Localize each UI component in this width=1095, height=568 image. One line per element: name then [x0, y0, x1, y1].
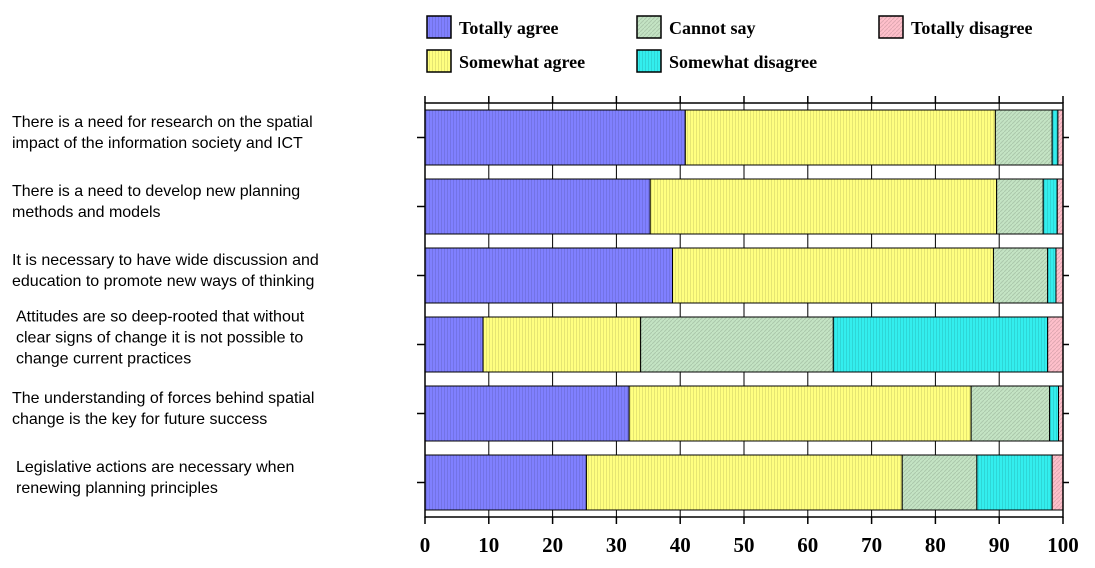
category-label-2: There is a need to develop new planning m… [12, 183, 300, 221]
category-label-3: It is necessary to have wide discussion … [12, 252, 319, 290]
legend-label-4: Somewhat disagree [669, 52, 817, 72]
category-label-5-line-1: The understanding of forces behind spati… [12, 390, 314, 407]
bar-texture-3-row-1 [995, 110, 1052, 165]
bar-texture-3-row-6 [902, 455, 977, 510]
bar-texture-4-row-5 [1050, 386, 1059, 441]
bar-texture-1-row-3 [425, 248, 673, 303]
x-tick-label-80: 80 [925, 533, 946, 557]
category-label-6-line-1: Legislative actions are necessary when [16, 459, 294, 476]
x-tick-label-50: 50 [734, 533, 755, 557]
category-label-3-line-2: education to promote new ways of thinkin… [12, 273, 314, 290]
bar-texture-4-row-1 [1052, 110, 1058, 165]
category-label-4: Attitudes are so deep-rooted that withou… [16, 309, 305, 368]
category-label-2-line-1: There is a need to develop new planning [12, 183, 300, 200]
x-tick-label-0: 0 [420, 533, 431, 557]
x-tick-label-10: 10 [478, 533, 499, 557]
bar-texture-2-row-1 [685, 110, 995, 165]
legend: Totally agree Somewhat agree Cannot say Som… [427, 16, 1033, 72]
x-tick-label-70: 70 [861, 533, 882, 557]
bar-texture-3-row-2 [997, 179, 1044, 234]
x-tick-label-20: 20 [542, 533, 563, 557]
bar-texture-1-row-5 [425, 386, 629, 441]
category-label-6: Legislative actions are necessary when re… [16, 459, 294, 497]
bar-texture-5-row-6 [1052, 455, 1063, 510]
bar-texture-5-row-1 [1058, 110, 1063, 165]
category-label-5-line-2: change is the key for future success [12, 411, 267, 428]
x-tick-label-40: 40 [670, 533, 691, 557]
bar-texture-5-row-2 [1057, 179, 1063, 234]
legend-label-2: Somewhat agree [459, 52, 585, 72]
bar-texture-2-row-4 [483, 317, 641, 372]
category-label-4-line-2: clear signs of change it is not possible… [16, 330, 303, 347]
x-axis-tick-labels: 0 10 20 30 40 50 60 70 80 90 100 [420, 533, 1079, 557]
category-label-2-line-2: methods and models [12, 204, 161, 221]
legend-swatch-texture-2 [427, 50, 451, 72]
x-tick-label-30: 30 [606, 533, 627, 557]
category-label-5: The understanding of forces behind spati… [12, 390, 314, 428]
bar-texture-1-row-4 [425, 317, 483, 372]
bar-texture-2-row-2 [650, 179, 996, 234]
category-labels: There is a need for research on the spat… [12, 114, 319, 497]
bar-texture-5-row-3 [1056, 248, 1063, 303]
bar-texture-4-row-6 [977, 455, 1052, 510]
bar-texture-4-row-4 [833, 317, 1047, 372]
bar-texture-2-row-6 [586, 455, 902, 510]
x-tick-label-90: 90 [989, 533, 1010, 557]
category-label-3-line-1: It is necessary to have wide discussion … [12, 252, 319, 269]
bar-texture-1-row-2 [425, 179, 650, 234]
legend-label-1: Totally agree [459, 18, 559, 38]
x-tick-label-60: 60 [797, 533, 818, 557]
bar-texture-4-row-3 [1048, 248, 1056, 303]
bar-texture-1-row-1 [425, 110, 685, 165]
category-label-4-line-3: change current practices [16, 351, 191, 368]
category-label-4-line-1: Attitudes are so deep-rooted that withou… [16, 309, 305, 326]
category-label-1-line-1: There is a need for research on the spat… [12, 114, 313, 131]
category-label-1-line-2: impact of the information society and IC… [12, 135, 303, 152]
legend-label-5: Totally disagree [911, 18, 1033, 38]
bar-texture-1-row-6 [425, 455, 586, 510]
legend-swatch-texture-3 [637, 16, 661, 38]
legend-label-3: Cannot say [669, 18, 756, 38]
bar-texture-5-row-4 [1048, 317, 1063, 372]
bar-texture-4-row-2 [1043, 179, 1057, 234]
bar-texture-3-row-5 [971, 386, 1049, 441]
category-label-6-line-2: renewing planning principles [16, 480, 218, 497]
legend-swatch-texture-4 [637, 50, 661, 72]
bar-texture-2-row-3 [673, 248, 994, 303]
bar-texture-3-row-4 [641, 317, 834, 372]
x-tick-label-100: 100 [1047, 533, 1079, 557]
category-label-1: There is a need for research on the spat… [12, 114, 313, 152]
bar-texture-3-row-3 [993, 248, 1047, 303]
legend-swatch-texture-1 [427, 16, 451, 38]
bar-texture-2-row-5 [629, 386, 971, 441]
legend-swatch-texture-5 [879, 16, 903, 38]
